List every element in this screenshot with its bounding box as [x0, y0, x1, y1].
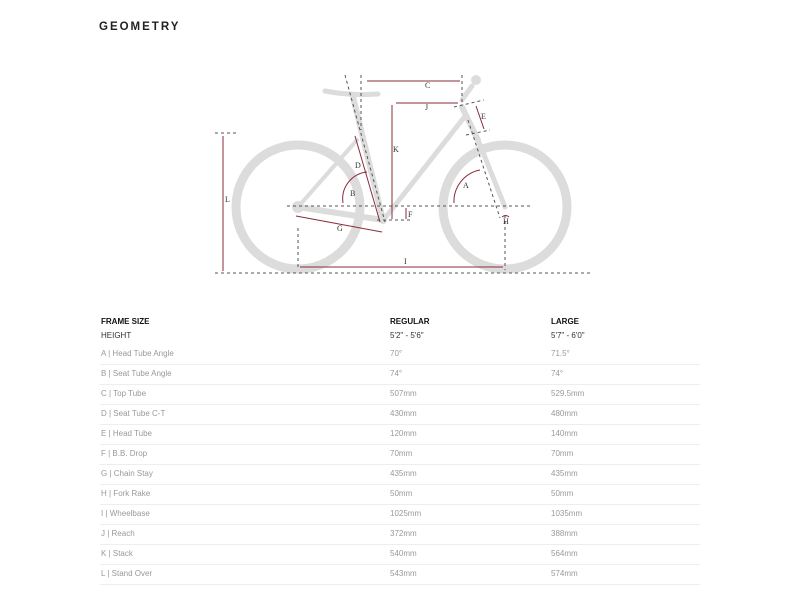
large-value: 435mm	[551, 469, 578, 478]
regular-value: 70°	[390, 349, 403, 358]
table-row: F | B.B. Drop 70mm 70mm	[100, 445, 700, 465]
regular-value: 435mm	[390, 469, 417, 478]
label-G: G	[337, 224, 343, 233]
dim-A-arc	[453, 169, 481, 204]
header-large: LARGE	[551, 317, 579, 326]
large-value: 1035mm	[551, 509, 583, 518]
large-value: 70mm	[551, 449, 574, 458]
chain-stay	[295, 204, 386, 223]
dim-B-arc	[342, 171, 368, 204]
row-label: F | B.B. Drop	[101, 449, 148, 458]
rear-wheel	[231, 140, 365, 274]
dim-G	[295, 215, 383, 233]
large-value: 388mm	[551, 529, 578, 538]
regular-value: 543mm	[390, 569, 417, 578]
table-row: H | Fork Rake 50mm 50mm	[100, 485, 700, 505]
row-label: G | Chain Stay	[101, 469, 153, 478]
regular-value: 120mm	[390, 429, 417, 438]
table-row: G | Chain Stay 435mm 435mm	[100, 465, 700, 485]
regular-value: 5'2" - 5'6"	[390, 331, 424, 340]
table-row: I | Wheelbase 1025mm 1035mm	[100, 505, 700, 525]
stem	[459, 83, 475, 103]
regular-value: 70mm	[390, 449, 413, 458]
handlebar	[471, 75, 481, 85]
row-label: E | Head Tube	[101, 429, 152, 438]
seat-stay	[296, 138, 359, 209]
row-label: A | Head Tube Angle	[101, 349, 174, 358]
large-value: 74°	[551, 369, 564, 378]
geometry-table: FRAME SIZE REGULAR LARGE HEIGHT 5'2" - 5…	[100, 314, 700, 585]
label-D: D	[355, 161, 361, 170]
row-label: B | Seat Tube Angle	[101, 369, 172, 378]
saddle	[322, 88, 381, 98]
rear-hub	[292, 201, 304, 213]
bike-frame	[231, 75, 572, 274]
table-row: L | Stand Over 543mm 574mm	[100, 565, 700, 585]
regular-value: 1025mm	[390, 509, 422, 518]
large-value: 564mm	[551, 549, 578, 558]
regular-value: 50mm	[390, 489, 413, 498]
header-regular: REGULAR	[390, 317, 430, 326]
label-L: L	[225, 195, 230, 204]
row-label: HEIGHT	[101, 331, 132, 340]
regular-value: 372mm	[390, 529, 417, 538]
dim-H-arc	[501, 215, 510, 218]
label-J: J	[425, 103, 428, 112]
label-I: I	[404, 257, 407, 266]
table-row: B | Seat Tube Angle 74° 74°	[100, 365, 700, 385]
large-value: 140mm	[551, 429, 578, 438]
table-row-height: HEIGHT 5'2" - 5'6" 5'7" - 6'0"	[100, 329, 700, 345]
regular-value: 540mm	[390, 549, 417, 558]
regular-value: 430mm	[390, 409, 417, 418]
label-A: A	[463, 181, 469, 190]
page-title: GEOMETRY	[99, 21, 181, 33]
label-C: C	[425, 81, 430, 90]
dim-E	[475, 105, 485, 130]
label-B: B	[350, 189, 355, 198]
row-label: H | Fork Rake	[101, 489, 151, 498]
table-row: J | Reach 372mm 388mm	[100, 525, 700, 545]
down-tube	[382, 112, 469, 221]
large-value: 71.5°	[551, 349, 570, 358]
large-value: 574mm	[551, 569, 578, 578]
row-label: K | Stack	[101, 549, 133, 558]
table-row: C | Top Tube 507mm 529.5mm	[100, 385, 700, 405]
row-label: L | Stand Over	[101, 569, 153, 578]
table-row: K | Stack 540mm 564mm	[100, 545, 700, 565]
dimension-lines	[222, 80, 510, 271]
table-row: A | Head Tube Angle 70° 71.5°	[100, 345, 700, 365]
row-label: J | Reach	[101, 529, 135, 538]
label-K: K	[393, 145, 399, 154]
fork	[475, 137, 508, 210]
row-label: D | Seat Tube C-T	[101, 409, 166, 418]
dimension-labels: A B C D E F G H I J K L	[225, 81, 509, 266]
table-row: E | Head Tube 120mm 140mm	[100, 425, 700, 445]
large-value: 5'7" - 6'0"	[551, 331, 585, 340]
regular-value: 507mm	[390, 389, 417, 398]
label-H: H	[503, 217, 509, 226]
large-value: 50mm	[551, 489, 574, 498]
label-F: F	[408, 210, 413, 219]
table-row: D | Seat Tube C-T 430mm 480mm	[100, 405, 700, 425]
header-frame-size: FRAME SIZE	[101, 317, 150, 326]
regular-value: 74°	[390, 369, 403, 378]
dim-D	[354, 135, 381, 223]
row-label: I | Wheelbase	[101, 509, 150, 518]
label-E: E	[481, 112, 486, 121]
large-value: 480mm	[551, 409, 578, 418]
large-value: 529.5mm	[551, 389, 585, 398]
table-header: FRAME SIZE REGULAR LARGE	[100, 314, 700, 329]
guide-lines	[215, 74, 590, 274]
bike-geometry-diagram: A B C D E F G H I J K L	[215, 74, 590, 274]
row-label: C | Top Tube	[101, 389, 147, 398]
head-tube	[459, 104, 481, 143]
